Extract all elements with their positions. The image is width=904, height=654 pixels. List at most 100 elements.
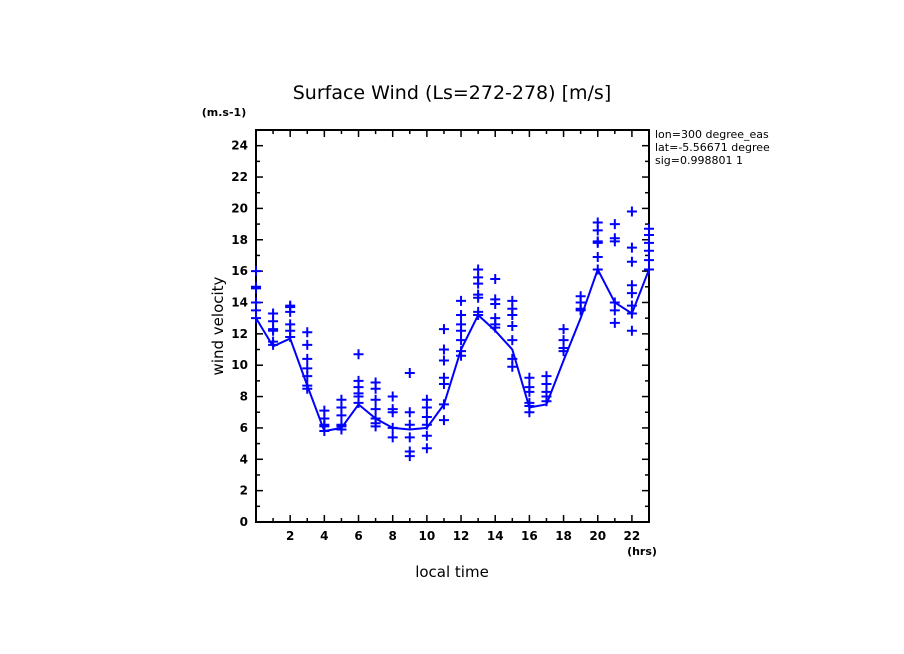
- scatter-point: [370, 404, 381, 415]
- scatter-point: [404, 432, 415, 443]
- scatter-point: [438, 344, 449, 355]
- y-tick-label: 20: [231, 201, 248, 215]
- scatter-point: [626, 288, 637, 299]
- y-unit-label: (m.s-1): [202, 106, 246, 119]
- x-tick-label: 10: [419, 529, 436, 543]
- scatter-point: [456, 325, 467, 336]
- x-tick-label: 16: [521, 529, 538, 543]
- scatter-point: [353, 349, 364, 360]
- scatter-point: [387, 432, 398, 443]
- scatter-point: [268, 325, 279, 336]
- scatter-point: [524, 407, 535, 418]
- scatter-point: [387, 391, 398, 402]
- x-tick-label: 20: [589, 529, 606, 543]
- scatter-point: [507, 361, 518, 372]
- scatter-point: [626, 256, 637, 267]
- scatter-point: [490, 322, 501, 333]
- scatter-point: [456, 335, 467, 346]
- annotation-sig: sig=0.998801 1: [655, 154, 743, 167]
- y-tick-label: 8: [240, 390, 248, 404]
- scatter-point: [404, 368, 415, 379]
- scatter-point: [421, 402, 432, 413]
- scatter-point: [558, 346, 569, 357]
- x-axis-title: local time: [415, 563, 489, 581]
- scatter-point: [302, 353, 313, 364]
- x-tick-label: 6: [354, 529, 362, 543]
- mean-line: [255, 267, 650, 433]
- scatter-point: [558, 324, 569, 335]
- scatter-point: [507, 335, 518, 346]
- scatter-point: [285, 331, 296, 342]
- scatter-point: [336, 410, 347, 421]
- scatter-point: [421, 419, 432, 430]
- scatter-point: [302, 371, 313, 382]
- scatter-point: [473, 310, 484, 321]
- x-tick-label: 14: [487, 529, 504, 543]
- scatter-point: [421, 443, 432, 454]
- scatter-point: [387, 422, 398, 433]
- scatter-point: [404, 451, 415, 462]
- x-tick-label: 22: [624, 529, 641, 543]
- scatter-point: [644, 245, 654, 256]
- y-tick-label: 6: [240, 421, 248, 435]
- scatter-point: [336, 424, 347, 435]
- x-tick-label: 4: [320, 529, 328, 543]
- scatter-point: [456, 295, 467, 306]
- x-tick-label: 2: [286, 529, 294, 543]
- scatter-point: [353, 397, 364, 408]
- plot-frame: [255, 129, 650, 523]
- y-tick-label: 2: [240, 484, 248, 498]
- scatter-point: [626, 242, 637, 253]
- scatter-point: [302, 339, 313, 350]
- x-tick-label: 12: [453, 529, 470, 543]
- scatter-point: [592, 264, 603, 275]
- scatter-point: [473, 278, 484, 289]
- scatter-point: [387, 407, 398, 418]
- scatter-point: [626, 308, 637, 319]
- scatter-point: [609, 305, 620, 316]
- scatter-point: [370, 421, 381, 432]
- scatter-point: [319, 426, 330, 437]
- scatter-point: [421, 430, 432, 441]
- chart-title: Surface Wind (Ls=272-278) [m/s]: [293, 82, 612, 104]
- y-tick-label: 0: [240, 515, 248, 529]
- scatter-point: [490, 273, 501, 284]
- y-tick-label: 10: [231, 358, 248, 372]
- scatter-point: [507, 321, 518, 331]
- annotation-lon: lon=300 degree_eas: [655, 128, 769, 141]
- scatter-point: [644, 264, 654, 275]
- scatter-point: [438, 324, 449, 335]
- x-unit-label: (hrs): [627, 545, 657, 558]
- scatter-point: [592, 252, 603, 263]
- scatter-point: [524, 372, 535, 383]
- scatter-point: [592, 237, 603, 248]
- scatter-point: [370, 394, 381, 405]
- scatter-point: [438, 399, 449, 410]
- scatter-point: [251, 266, 261, 277]
- scatter-point: [302, 327, 313, 338]
- scatter-point: [404, 407, 415, 418]
- scatter-point: [251, 283, 261, 294]
- y-tick-label: 24: [231, 139, 248, 153]
- scatter-point: [626, 325, 637, 336]
- scatter-point: [490, 299, 501, 310]
- scatter-point: [268, 339, 279, 350]
- y-axis-title: wind velocity: [209, 276, 227, 375]
- scatter-point: [456, 310, 467, 321]
- scatter-point: [302, 383, 313, 394]
- y-tick-label: 18: [231, 233, 248, 247]
- scatter-point: [370, 383, 381, 394]
- scatter-point: [609, 219, 620, 230]
- annotation-lat: lat=-5.56671 degree: [655, 141, 770, 154]
- scatter-point: [438, 415, 449, 426]
- y-tick-label: 16: [231, 264, 248, 278]
- scatter-point: [404, 419, 415, 430]
- scatter-point: [592, 225, 603, 236]
- scatter-point: [251, 313, 261, 324]
- scatter-point: [285, 306, 296, 317]
- y-tick-label: 14: [231, 295, 248, 309]
- scatter-point: [644, 255, 654, 266]
- scatter-point: [626, 206, 637, 217]
- y-tick-label: 12: [231, 327, 248, 341]
